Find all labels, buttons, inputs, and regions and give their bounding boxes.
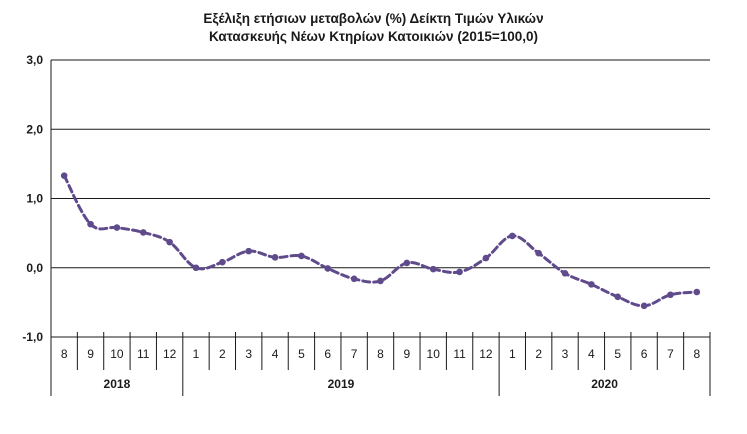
x-tick-label: 2 [219, 347, 226, 361]
x-tick-label: 7 [351, 347, 358, 361]
data-point [377, 277, 384, 285]
data-point [482, 254, 490, 262]
x-tick-label: 10 [427, 347, 441, 361]
data-point [60, 172, 68, 179]
data-point [561, 269, 569, 277]
data-point [535, 249, 542, 257]
y-tick-label: 3,0 [26, 53, 43, 67]
data-point [509, 232, 516, 240]
y-tick-label: -1,0 [22, 330, 43, 344]
x-tick-label: 6 [324, 347, 331, 361]
x-tick-label: 5 [298, 347, 305, 361]
year-label: 2020 [591, 377, 618, 391]
series-line [62, 174, 699, 308]
x-tick-label: 1 [193, 347, 200, 361]
x-tick-label: 12 [163, 347, 177, 361]
x-tick-label: 3 [245, 347, 252, 361]
x-tick-label: 1 [509, 347, 516, 361]
data-point [456, 268, 463, 276]
x-tick-label: 4 [588, 347, 595, 361]
data-point [429, 265, 437, 273]
chart-title-line-2: Κατασκευής Νέων Κτηρίων Κατοικιών (2015=… [208, 29, 539, 44]
data-point [324, 265, 332, 272]
data-point [271, 254, 279, 261]
x-tick-label: 8 [693, 347, 700, 361]
data-point [614, 293, 622, 301]
x-tick-label: 8 [61, 347, 68, 361]
data-point [87, 220, 94, 228]
y-tick-label: 0,0 [26, 261, 43, 275]
data-point [667, 291, 674, 299]
data-point [640, 302, 648, 310]
x-tick-label: 4 [272, 347, 279, 361]
x-tick-label: 12 [479, 347, 493, 361]
data-point [219, 258, 226, 266]
data-point [113, 224, 121, 231]
x-tick-label: 9 [404, 347, 411, 361]
data-point [298, 252, 305, 260]
year-label: 2019 [328, 377, 355, 391]
chart-title: Εξέλιξη ετήσιων μεταβολών (%) Δείκτη Τιμ… [0, 10, 747, 46]
x-tick-label: 2 [535, 347, 542, 361]
data-point [588, 281, 595, 288]
data-point [693, 288, 701, 296]
x-tick-label: 5 [614, 347, 621, 361]
data-point [350, 275, 358, 283]
data-point [192, 264, 200, 272]
y-tick-label: 1,0 [26, 192, 43, 206]
chart-title-line-1: Εξέλιξη ετήσιων μεταβολών (%) Δείκτη Τιμ… [203, 11, 544, 26]
x-tick-label: 3 [562, 347, 569, 361]
x-tick-label: 8 [377, 347, 384, 361]
x-tick-label: 11 [453, 347, 466, 361]
y-tick-label: 2,0 [26, 122, 43, 136]
year-label: 2018 [104, 377, 131, 391]
data-point [166, 238, 173, 246]
data-point [403, 259, 411, 267]
x-tick-label: 11 [137, 347, 150, 361]
x-tick-label: 10 [110, 347, 124, 361]
x-tick-label: 6 [641, 347, 648, 361]
data-point [139, 229, 147, 236]
x-tick-label: 9 [87, 347, 94, 361]
data-point [245, 247, 252, 255]
x-tick-label: 7 [667, 347, 674, 361]
